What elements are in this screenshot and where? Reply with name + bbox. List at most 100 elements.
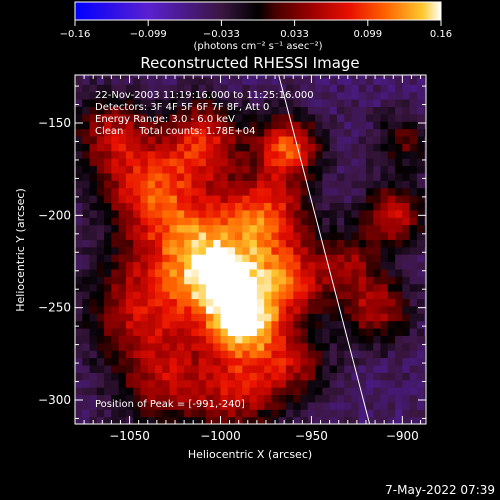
heatmap-cell (140, 261, 149, 270)
heatmap-cell (271, 276, 280, 285)
heatmap-cell (235, 158, 243, 167)
heatmap-cell (380, 121, 389, 130)
heatmap-cell (351, 187, 360, 196)
heatmap-cell (205, 239, 214, 248)
heatmap-cell (220, 150, 229, 159)
heatmap-cell (184, 327, 192, 336)
heatmap-cell (176, 276, 185, 285)
heatmap-cell (351, 172, 360, 181)
heatmap-cell (184, 195, 192, 204)
heatmap-cell (147, 113, 156, 122)
heatmap-cell (380, 99, 389, 107)
heatmap-cell (315, 113, 323, 122)
heatmap-cell (395, 387, 403, 396)
heatmap-cell (220, 135, 229, 144)
heatmap-cell (409, 298, 418, 307)
heatmap-cell (300, 172, 309, 181)
heatmap-cell (133, 172, 142, 181)
heatmap-cell (205, 350, 214, 359)
heatmap-cell (365, 135, 374, 144)
heatmap-cell (402, 283, 411, 292)
heatmap-cell (336, 202, 345, 211)
heatmap-cell (373, 416, 382, 424)
heatmap-cell (365, 416, 374, 424)
heatmap-cell (293, 172, 302, 181)
heatmap-cell (162, 246, 171, 255)
heatmap-cell (424, 150, 426, 159)
heatmap-cell (300, 217, 309, 226)
heatmap-cell (402, 372, 411, 381)
heatmap-cell (329, 217, 338, 226)
heatmap-cell (104, 261, 112, 270)
heatmap-cell (133, 305, 142, 314)
heatmap-cell (191, 394, 200, 403)
heatmap-cell (271, 195, 280, 204)
heatmap-cell (387, 143, 396, 152)
heatmap-cell (89, 335, 98, 344)
heatmap-cell (118, 165, 127, 174)
heatmap-cell (227, 350, 236, 359)
heatmap-cell (315, 150, 323, 159)
heatmap-cell (220, 387, 229, 396)
heatmap-cell (293, 320, 302, 329)
heatmap-cell (293, 416, 302, 424)
heatmap-cell (96, 180, 105, 189)
heatmap-cell (235, 202, 243, 211)
heatmap-cell (235, 305, 243, 314)
heatmap-cell (395, 276, 403, 285)
heatmap-cell (176, 401, 185, 410)
heatmap-cell (82, 268, 91, 277)
heatmap-cell (322, 276, 331, 285)
heatmap-cell (256, 150, 265, 159)
heatmap-cell (380, 135, 389, 144)
heatmap-cell (365, 158, 374, 167)
heatmap-cell (351, 379, 360, 388)
heatmap-cell (256, 91, 265, 100)
heatmap-cell (220, 113, 229, 122)
heatmap-cell (373, 217, 382, 226)
heatmap-cell (387, 409, 396, 418)
heatmap-cell (205, 298, 214, 307)
heatmap-cell (329, 261, 338, 270)
heatmap-cell (249, 276, 258, 285)
heatmap-cell (278, 342, 287, 351)
heatmap-cell (125, 342, 134, 351)
heatmap-cell (82, 320, 91, 329)
heatmap-cell (140, 106, 149, 115)
heatmap-cell (133, 128, 142, 137)
heatmap-cell (249, 84, 258, 93)
heatmap-cell (89, 231, 98, 240)
heatmap-cell (373, 202, 382, 211)
heatmap-cell (75, 327, 83, 336)
heatmap-cell (96, 91, 105, 100)
heatmap-cell (344, 76, 353, 85)
heatmap-cell (104, 128, 112, 137)
heatmap-cell (147, 357, 156, 366)
info-time-range: 22-Nov-2003 11:19:16.000 to 11:25:16.000 (95, 90, 314, 101)
heatmap-cell (351, 342, 360, 351)
heatmap-cell (96, 261, 105, 270)
heatmap-cell (365, 202, 374, 211)
heatmap-cell (322, 217, 331, 226)
heatmap-cell (198, 298, 207, 307)
heatmap-cell (147, 372, 156, 381)
heatmap-cell (424, 372, 426, 381)
heatmap-cell (307, 231, 316, 240)
heatmap-cell (256, 372, 265, 381)
heatmap-cell (89, 150, 98, 159)
heatmap-cell (271, 128, 280, 137)
heatmap-cell (278, 158, 287, 167)
heatmap-cell (307, 84, 316, 93)
heatmap-cell (235, 387, 243, 396)
heatmap-cell (271, 246, 280, 255)
heatmap-cell (416, 99, 425, 107)
heatmap-cell (256, 313, 265, 322)
heatmap-cell (205, 224, 214, 233)
heatmap-cell (155, 143, 163, 152)
heatmap-cell (380, 298, 389, 307)
heatmap-cell (249, 364, 258, 373)
heatmap-cell (96, 268, 105, 277)
heatmap-cell (162, 357, 171, 366)
heatmap-cell (315, 121, 323, 130)
heatmap-cell (155, 394, 163, 403)
